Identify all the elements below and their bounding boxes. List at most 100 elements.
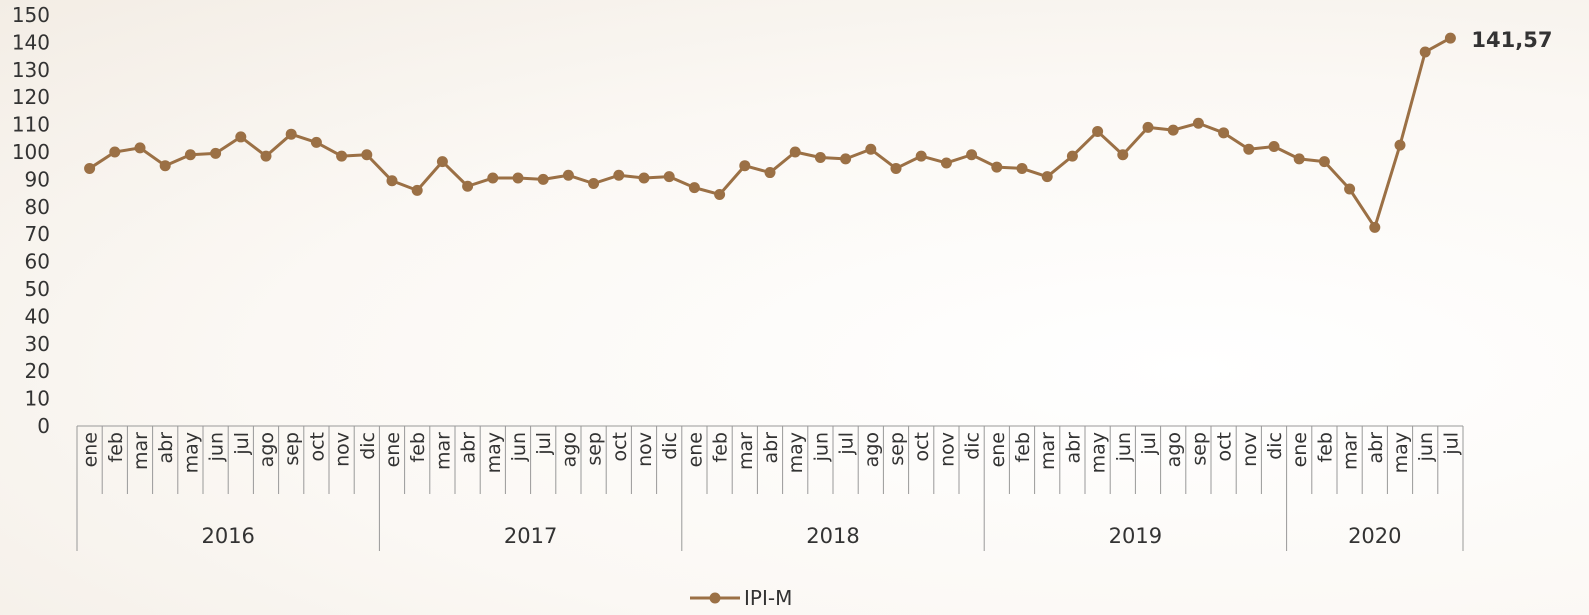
data-point [1293, 153, 1305, 165]
data-point [714, 188, 726, 200]
y-axis: 0 10 20 30 40 50 60 70 80 90 100 110 120 130 140 150 [12, 3, 50, 438]
data-point [159, 160, 171, 172]
x-tick-label: sep [886, 432, 908, 466]
x-tick-label: jun [508, 432, 530, 462]
x-tick-label: ago [256, 432, 278, 467]
x-tick-label: abr [1365, 432, 1387, 464]
data-point [1419, 46, 1431, 58]
x-tick-label: ago [861, 432, 883, 467]
data-point [562, 169, 574, 181]
data-point [688, 182, 700, 194]
data-point [411, 184, 423, 196]
x-tick-label: ene [684, 432, 706, 467]
x-tick-label: dic [659, 432, 681, 460]
data-point [1117, 149, 1129, 161]
data-point [1066, 150, 1078, 162]
x-tick-label: mar [1037, 432, 1059, 470]
year-label: 2017 [504, 524, 557, 548]
x-tick-label: oct [609, 432, 631, 462]
data-point [1016, 162, 1028, 174]
data-point [1218, 127, 1230, 139]
data-point [109, 146, 121, 158]
y-tick-label: 50 [25, 277, 50, 301]
data-point [1444, 32, 1456, 44]
data-point [613, 169, 625, 181]
x-tick-label: may [785, 432, 807, 473]
x-tick-label: ago [558, 432, 580, 467]
x-tick-label: sep [584, 432, 606, 466]
x-axis: ene feb mar abr may jun jul ago sep oct nov dic2016… [76, 425, 1464, 551]
legend-swatch-marker [709, 592, 721, 604]
x-tick-label: dic [962, 432, 984, 460]
y-tick-label: 90 [25, 167, 50, 191]
data-point [1167, 124, 1179, 136]
y-tick-label: 10 [25, 387, 50, 411]
x-tick-label: may [1390, 432, 1412, 473]
data-point [1092, 125, 1104, 137]
data-point [134, 142, 146, 154]
x-tick-label: oct [1214, 432, 1236, 462]
data-point [436, 156, 448, 168]
data-point [865, 143, 877, 155]
x-tick-label: oct [306, 432, 328, 462]
data-point [1344, 183, 1356, 195]
legend-label: IPI-M [744, 586, 792, 610]
x-tick-label: jul [1440, 432, 1462, 456]
plot-area: 141,57 [84, 28, 1552, 233]
y-tick-label: 80 [25, 195, 50, 219]
x-tick-label: ago [1163, 432, 1185, 467]
data-point [336, 150, 348, 162]
data-point [739, 160, 751, 172]
data-point [915, 150, 927, 162]
x-tick-label: oct [911, 432, 933, 462]
x-tick-label: jun [1113, 432, 1135, 462]
x-tick-label: feb [710, 432, 732, 462]
y-tick-label: 130 [12, 58, 50, 82]
data-point [537, 173, 549, 185]
data-point [588, 178, 600, 190]
data-point [462, 180, 474, 192]
y-tick-label: 150 [12, 3, 50, 27]
data-point [1192, 117, 1204, 129]
year-label: 2018 [806, 524, 859, 548]
data-point [1268, 141, 1280, 153]
data-point [789, 146, 801, 158]
x-tick-label: abr [1062, 432, 1084, 464]
data-point [512, 172, 524, 184]
data-point [1243, 143, 1255, 155]
data-point [1369, 221, 1381, 233]
x-tick-label: jul [1138, 432, 1160, 456]
y-tick-label: 110 [12, 113, 50, 137]
x-tick-label: mar [432, 432, 454, 470]
x-tick-label: mar [130, 432, 152, 470]
x-tick-label: jun [810, 432, 832, 462]
x-tick-label: jul [533, 432, 555, 456]
data-point [260, 150, 272, 162]
x-tick-label: abr [458, 432, 480, 464]
x-tick-label: ene [80, 432, 102, 467]
data-point [840, 153, 852, 165]
data-point [940, 157, 952, 169]
x-tick-label: mar [735, 432, 757, 470]
x-tick-label: feb [105, 432, 127, 462]
x-tick-label: may [1088, 432, 1110, 473]
data-point [638, 172, 650, 184]
x-tick-label: jul [836, 432, 858, 456]
data-point [487, 172, 499, 184]
x-tick-label: may [483, 432, 505, 473]
y-tick-label: 60 [25, 250, 50, 274]
data-point [663, 171, 675, 183]
x-tick-label: dic [1264, 432, 1286, 460]
year-label: 2020 [1348, 524, 1401, 548]
data-point [310, 136, 322, 148]
x-tick-label: ene [987, 432, 1009, 467]
x-tick-label: sep [281, 432, 303, 466]
x-tick-label: sep [1188, 432, 1210, 466]
x-tick-label: abr [760, 432, 782, 464]
x-tick-label: dic [357, 432, 379, 460]
x-tick-label: feb [1012, 432, 1034, 462]
y-tick-label: 140 [12, 30, 50, 54]
data-point [1318, 156, 1330, 168]
y-tick-label: 120 [12, 85, 50, 109]
